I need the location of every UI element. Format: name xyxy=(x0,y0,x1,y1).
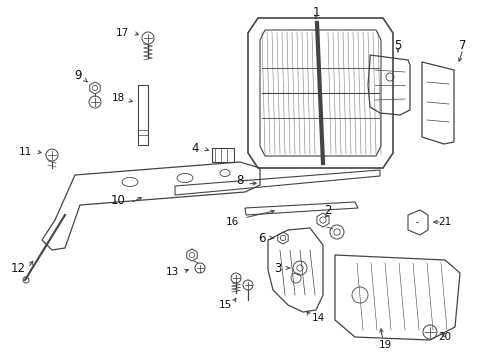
Text: 19: 19 xyxy=(378,340,391,350)
Text: 6: 6 xyxy=(258,231,265,244)
Text: 17: 17 xyxy=(115,28,128,38)
Text: 20: 20 xyxy=(438,332,450,342)
Text: 11: 11 xyxy=(19,147,32,157)
Text: 1: 1 xyxy=(312,5,319,18)
Text: 9: 9 xyxy=(74,68,81,81)
Text: 15: 15 xyxy=(218,300,231,310)
Bar xyxy=(212,148,234,162)
Text: 14: 14 xyxy=(311,313,324,323)
Text: 21: 21 xyxy=(437,217,451,227)
Text: 7: 7 xyxy=(458,39,466,51)
Text: 5: 5 xyxy=(393,39,401,51)
Text: 8: 8 xyxy=(236,174,243,186)
Text: 2: 2 xyxy=(324,203,331,216)
Text: 3: 3 xyxy=(274,261,281,274)
Text: 18: 18 xyxy=(111,93,124,103)
Text: 13: 13 xyxy=(165,267,178,277)
Text: 12: 12 xyxy=(10,261,25,274)
Text: 4: 4 xyxy=(191,141,198,154)
Text: 10: 10 xyxy=(110,194,125,207)
Bar xyxy=(138,85,148,145)
Text: 16: 16 xyxy=(225,217,238,227)
